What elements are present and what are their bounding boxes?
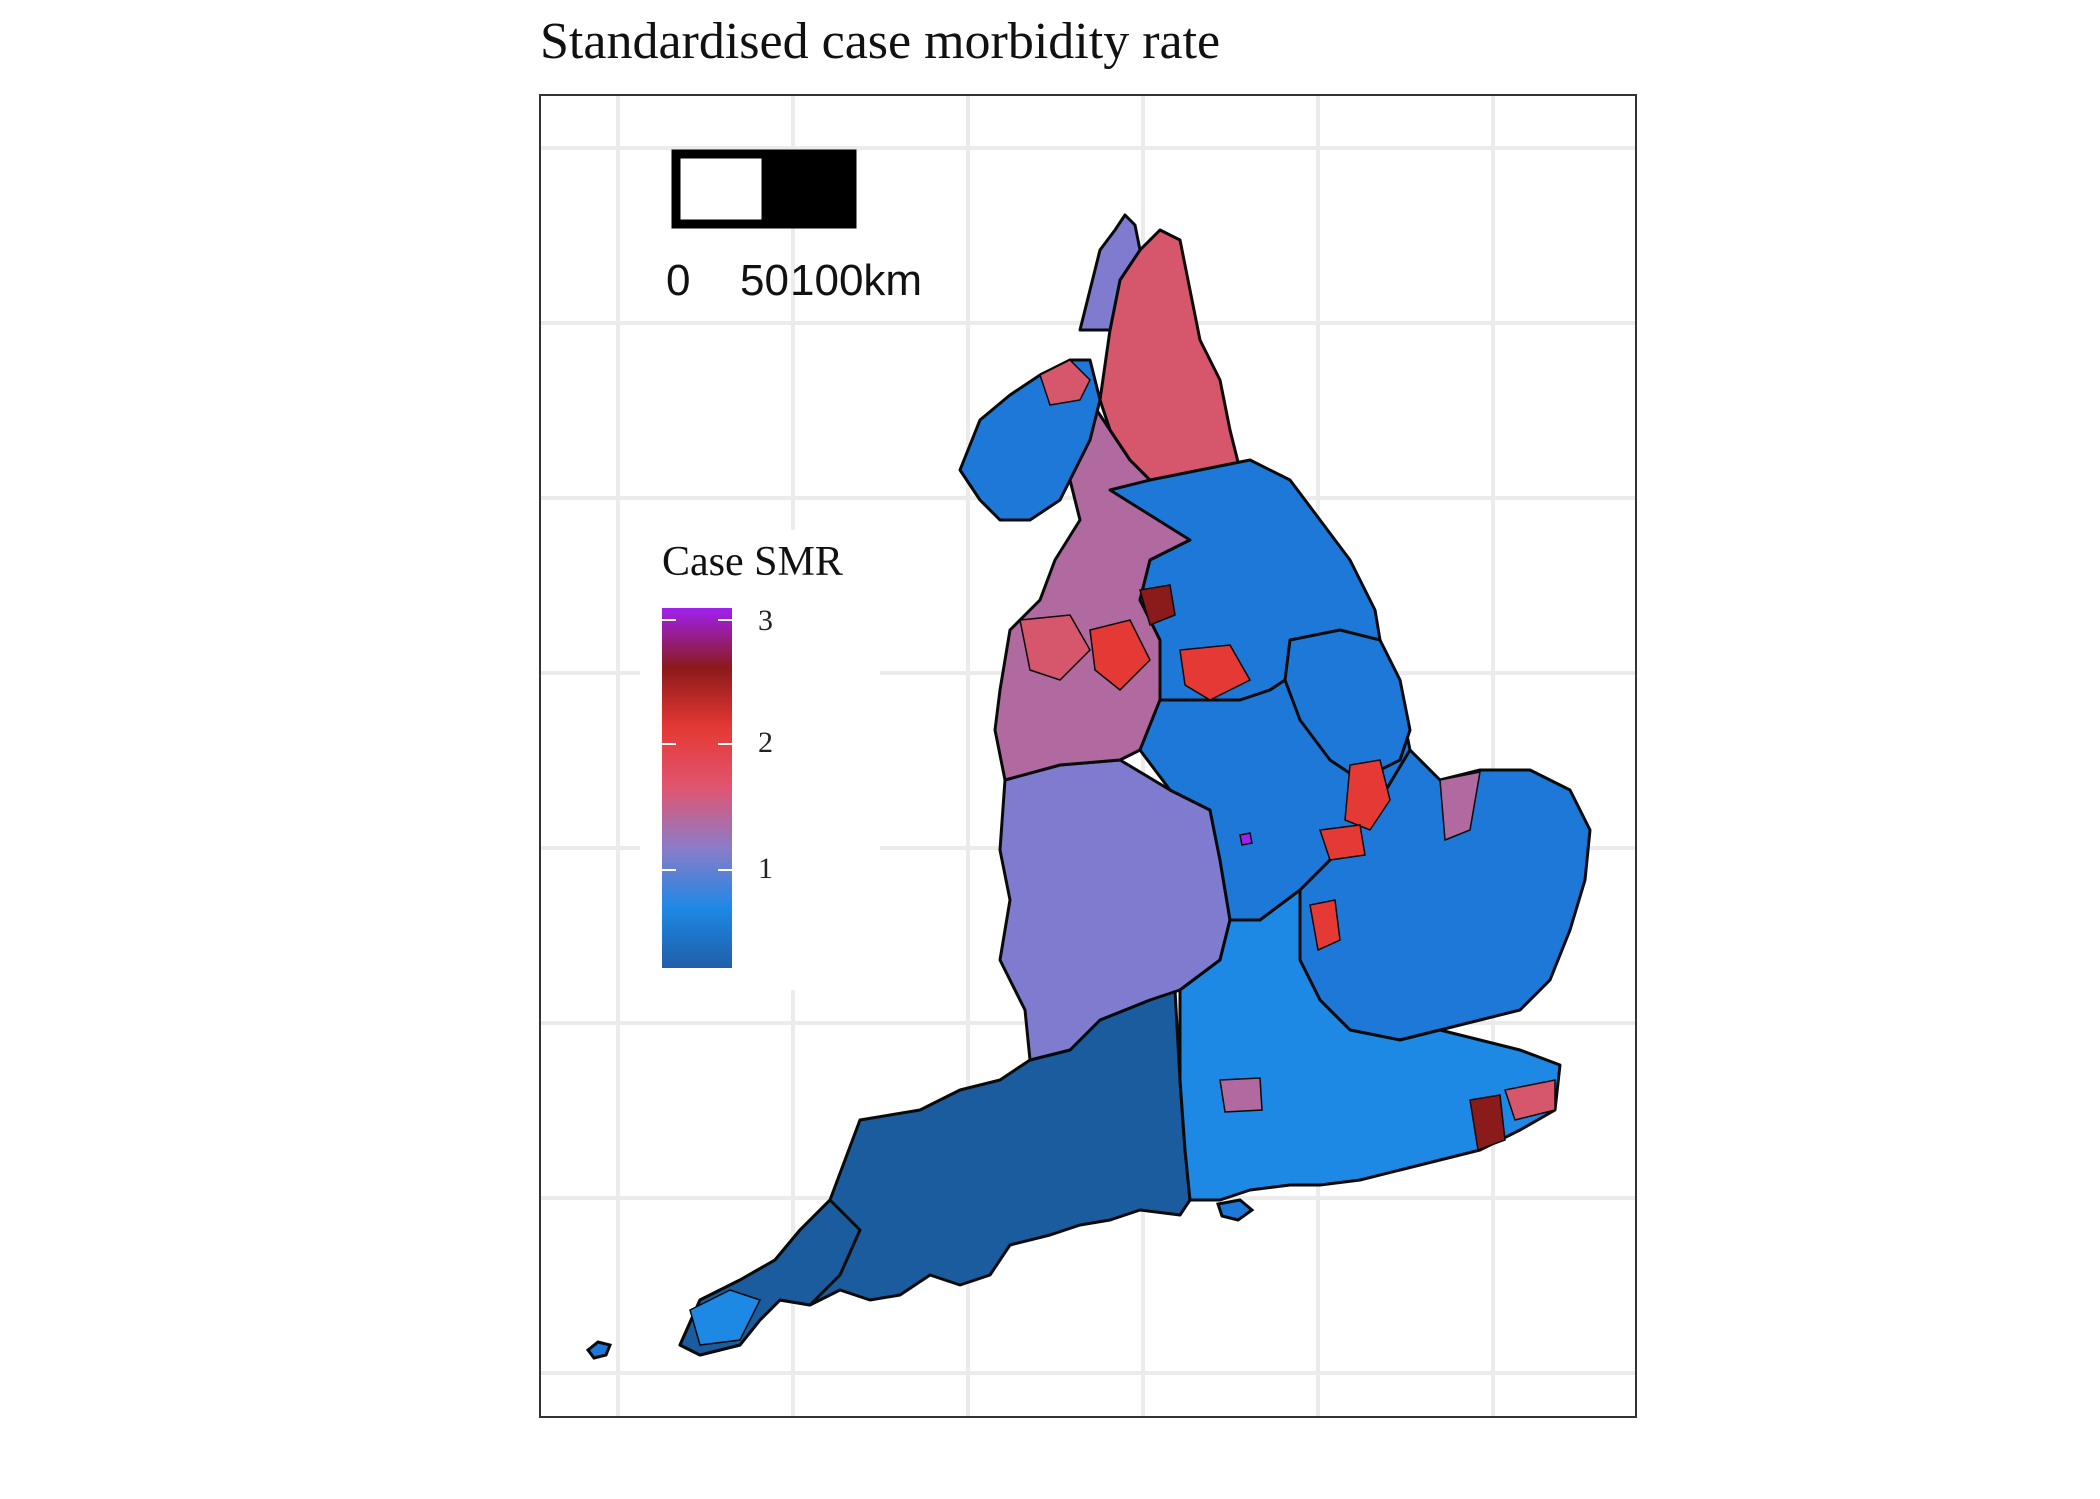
district-red-lincs-2 [1318,824,1366,861]
district-red-lancs-2 [1089,619,1151,692]
district-red-yorks [1179,644,1252,701]
district-red-lancs-1 [1019,614,1091,681]
legend-tick-1: 1 [758,852,773,885]
district-mauve-south [1219,1077,1263,1113]
district-mauve-norfolk [1439,771,1481,842]
legend-tick-3: 3 [758,604,773,637]
district-dark-red-kent [1469,1094,1506,1152]
region-lincolnshire [1283,628,1412,782]
scale-bar-label-50: 50 [740,256,789,305]
region-west-midlands [998,758,1232,1062]
isles-of-scilly [585,1340,613,1360]
region-northumberland [1078,213,1142,332]
legend-colorbar [662,608,732,968]
scale-bar-label-0: 0 [666,256,691,305]
scale-bar [671,149,857,229]
district-pink-kent [1504,1079,1556,1121]
legend-tick-marks [662,619,732,871]
legend-tick-2: 2 [758,726,773,759]
isle-of-wight [1216,1198,1255,1222]
district-bright-blue-cornwall [689,1289,762,1346]
map-title: Standardised case morbidity rate [540,13,1221,70]
scale-bar-segment-white [671,149,771,229]
scale-bar-label-100km: 100km [790,256,923,305]
district-pink-north [1039,359,1091,406]
district-dark-red-yorks [1139,584,1176,627]
district-red-lincs [1344,759,1391,831]
legend-title: Case SMR [662,539,843,585]
scale-bar-segment-black [761,149,857,229]
district-purple-leicester [1239,832,1253,846]
district-red-em [1309,899,1341,952]
